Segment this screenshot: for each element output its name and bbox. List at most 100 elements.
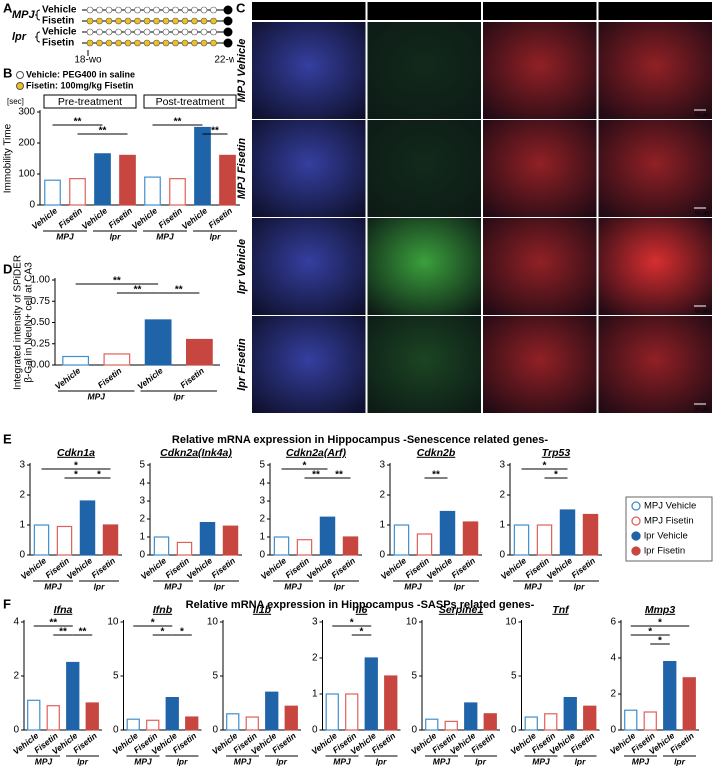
row-band bbox=[234, 316, 250, 413]
bar bbox=[265, 691, 279, 731]
x-tick-label: Fisetin bbox=[96, 365, 124, 390]
bar bbox=[583, 705, 597, 731]
group-label: MPJ bbox=[333, 756, 351, 766]
x-tick-label: Vehicle bbox=[185, 555, 215, 581]
y-tick-label: 4 bbox=[13, 617, 19, 628]
group-label: MPJ bbox=[44, 581, 62, 591]
dose-dot bbox=[96, 17, 103, 25]
bar bbox=[536, 524, 553, 556]
dose-dot bbox=[124, 17, 132, 25]
sig-label: ** bbox=[174, 117, 182, 128]
scale-label: 50 µm bbox=[695, 308, 709, 314]
micrograph-signal bbox=[483, 22, 597, 119]
row-band bbox=[234, 218, 250, 315]
y-tick-label: 0 bbox=[499, 550, 505, 561]
dose-dot bbox=[105, 39, 113, 47]
group-label: lpr bbox=[376, 756, 388, 766]
group-label: MPJ bbox=[88, 391, 106, 401]
y-tick-label: 5 bbox=[212, 671, 218, 682]
channel-label: NeuN bbox=[527, 5, 555, 17]
x-tick-label: Fisetin bbox=[156, 205, 184, 230]
chart-title: Cdkn2b bbox=[417, 447, 456, 459]
y-tick-label: 0 bbox=[411, 725, 417, 736]
bar bbox=[524, 716, 538, 731]
dose-dot bbox=[172, 28, 179, 36]
bar bbox=[444, 720, 458, 731]
dose-dot bbox=[200, 6, 208, 14]
x-tick-label: Vehicle bbox=[65, 555, 95, 581]
treatment-label: Fisetin bbox=[42, 38, 74, 49]
y-tick-label: 1 bbox=[139, 532, 145, 543]
dose-dot bbox=[172, 39, 179, 47]
dose-dot bbox=[96, 6, 103, 14]
x-tick-label: Vehicle bbox=[135, 365, 165, 391]
group-label: lpr bbox=[94, 581, 106, 591]
y-tick-label: 0.25 bbox=[31, 338, 51, 349]
x-tick-label: Vehicle bbox=[80, 205, 110, 231]
chart-title: Cdkn1a bbox=[57, 447, 95, 459]
y-tick-label: 4 bbox=[259, 478, 265, 489]
bar bbox=[364, 657, 378, 731]
dose-dot bbox=[115, 39, 122, 47]
chart-title: Serpine1 bbox=[439, 604, 484, 616]
sig-label: ** bbox=[335, 470, 343, 481]
header-band bbox=[367, 2, 481, 20]
dose-dot bbox=[96, 39, 103, 47]
panel-label: E bbox=[3, 431, 12, 446]
bar bbox=[79, 500, 96, 556]
bar bbox=[439, 510, 456, 556]
bar bbox=[462, 521, 479, 556]
bar bbox=[226, 713, 240, 731]
y-tick-label: 2 bbox=[312, 653, 318, 664]
bar bbox=[153, 536, 170, 556]
micrograph-signal bbox=[483, 120, 597, 217]
y-tick-label: 1.00 bbox=[31, 275, 51, 286]
dose-dot bbox=[153, 17, 160, 25]
sig-label: ** bbox=[99, 126, 107, 137]
legend-text: MPJ Fisetin bbox=[644, 516, 694, 527]
y-tick-label: 3 bbox=[499, 460, 505, 471]
y-tick-label: 3 bbox=[259, 496, 265, 507]
time-label: 18-wo bbox=[74, 55, 102, 66]
group-label: lpr bbox=[674, 756, 686, 766]
group-header: Pre-treatment bbox=[58, 96, 122, 108]
group-label: lpr bbox=[276, 756, 288, 766]
dose-dot bbox=[96, 28, 103, 36]
row-band bbox=[234, 120, 250, 217]
dose-dot bbox=[105, 6, 113, 14]
dose-dot bbox=[86, 39, 94, 47]
dose-dot bbox=[181, 39, 189, 47]
bar bbox=[643, 711, 657, 731]
x-tick-label: Fisetin bbox=[56, 205, 84, 230]
y-tick-label: 0.50 bbox=[31, 317, 51, 328]
row-band bbox=[234, 22, 250, 119]
micrograph-signal bbox=[598, 316, 712, 413]
bar bbox=[66, 661, 80, 731]
dose-dot bbox=[210, 17, 217, 25]
y-tick-label: 5 bbox=[113, 671, 119, 682]
x-tick-label: Vehicle bbox=[53, 365, 83, 391]
sig-label: * bbox=[360, 627, 364, 638]
dose-dot bbox=[153, 39, 160, 47]
y-tick-label: 3 bbox=[19, 460, 25, 471]
end-dot bbox=[223, 5, 233, 15]
group-label: lpr bbox=[210, 231, 222, 241]
y-tick-label: 0 bbox=[113, 725, 119, 736]
sig-label: * bbox=[543, 461, 547, 472]
chart-title: Il6 bbox=[356, 604, 368, 616]
legend-text: Fisetin: 100mg/kg Fisetin bbox=[26, 80, 134, 90]
row-label: MPJ Fisetin bbox=[236, 138, 248, 199]
header-box bbox=[43, 94, 137, 109]
brace bbox=[35, 31, 41, 43]
sig-label: ** bbox=[113, 276, 121, 287]
treatment-label: Fisetin bbox=[42, 16, 74, 27]
dose-dot bbox=[115, 28, 122, 36]
dose-dot bbox=[143, 28, 151, 36]
x-tick-label: Fisetin bbox=[569, 555, 597, 580]
micrograph-signal bbox=[483, 218, 597, 315]
bar bbox=[185, 338, 213, 366]
header-box bbox=[143, 94, 237, 109]
group-label: lpr bbox=[334, 581, 346, 591]
group-label: MPJ bbox=[284, 581, 302, 591]
